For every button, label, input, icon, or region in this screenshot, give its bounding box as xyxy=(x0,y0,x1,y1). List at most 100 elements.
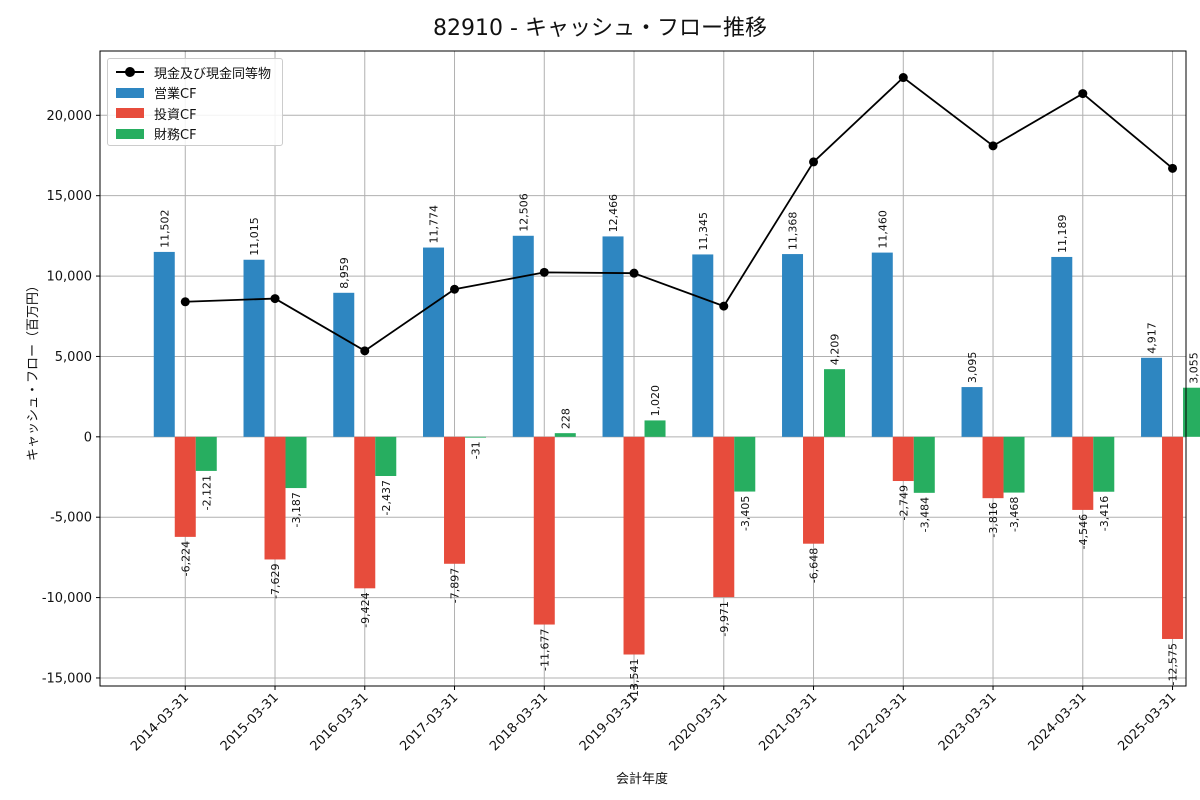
x-tick-label: 2017-03-31 xyxy=(397,690,461,754)
legend-swatch-financing xyxy=(116,128,144,139)
data-label: -3,416 xyxy=(1098,496,1111,531)
bar-1-5 xyxy=(623,436,645,655)
data-label: -13,541 xyxy=(628,659,641,701)
x-tick-label: 2015-03-31 xyxy=(218,690,282,754)
data-label: 3,055 xyxy=(1188,352,1200,384)
x-tick-label: 2024-03-31 xyxy=(1026,690,1090,754)
data-label: -3,816 xyxy=(987,502,1000,537)
bar-0-9 xyxy=(961,387,983,437)
bar-2-8 xyxy=(913,436,935,493)
bar-0-7 xyxy=(782,254,804,437)
bar-2-7 xyxy=(824,369,846,437)
x-tick-label: 2014-03-31 xyxy=(128,690,192,754)
y-axis-label: キャッシュ・フロー（百万円） xyxy=(26,279,41,462)
bar-2-11 xyxy=(1183,387,1200,437)
legend-swatch-operating xyxy=(116,87,144,98)
bar-0-8 xyxy=(871,252,893,437)
data-label: 1,020 xyxy=(649,385,662,417)
cash-point xyxy=(360,346,370,356)
legend-label-investing: 投資CF xyxy=(154,107,197,123)
legend-line-marker-icon xyxy=(116,67,144,78)
x-tick-label: 2023-03-31 xyxy=(936,690,1000,754)
data-label: -7,897 xyxy=(449,568,462,603)
x-axis-label: 会計年度 xyxy=(615,772,668,787)
bar-2-10 xyxy=(1093,436,1115,492)
bar-1-4 xyxy=(533,436,555,625)
cash-line xyxy=(185,76,1174,352)
data-label: -3,468 xyxy=(1008,497,1021,532)
bar-2-0 xyxy=(195,436,217,471)
data-label: -6,648 xyxy=(808,548,821,583)
bar-2-9 xyxy=(1003,436,1025,493)
bar-1-2 xyxy=(354,436,376,589)
bar-0-4 xyxy=(512,235,534,437)
bar-0-10 xyxy=(1051,256,1073,437)
bar-2-2 xyxy=(375,436,397,476)
bar-1-1 xyxy=(264,436,286,560)
bar-0-11 xyxy=(1141,357,1163,437)
cash-point xyxy=(270,294,280,304)
bar-1-10 xyxy=(1072,436,1094,510)
chart-title: 82910 - キャッシュ・フロー推移 xyxy=(433,16,767,41)
bar-0-0 xyxy=(153,251,175,437)
y-tick-label: 20,000 xyxy=(47,109,93,124)
data-label: -3,187 xyxy=(290,492,303,527)
data-label: 11,345 xyxy=(697,212,710,251)
cash-point xyxy=(629,268,639,278)
bar-2-6 xyxy=(734,436,756,492)
data-label: -6,224 xyxy=(179,541,192,576)
data-label: 228 xyxy=(559,408,572,429)
data-label: 11,774 xyxy=(428,205,441,244)
data-label: 11,502 xyxy=(158,209,171,248)
cash-point xyxy=(898,73,908,83)
data-label: -9,971 xyxy=(718,601,731,636)
x-tick-label: 2021-03-31 xyxy=(756,690,820,754)
data-label: 11,015 xyxy=(248,217,261,256)
bar-0-2 xyxy=(333,292,355,437)
x-tick-label: 2019-03-31 xyxy=(577,690,641,754)
x-tick-label: 2018-03-31 xyxy=(487,690,551,754)
y-tick-label: 5,000 xyxy=(55,350,92,365)
data-label: -2,437 xyxy=(380,480,393,515)
data-label: -4,546 xyxy=(1077,514,1090,549)
legend: 現金及び現金同等物 営業CF 投資CF 財務CF xyxy=(107,58,283,146)
legend-label-cash: 現金及び現金同等物 xyxy=(154,66,272,82)
y-tick-label: 10,000 xyxy=(47,270,93,285)
data-label: 11,460 xyxy=(876,210,889,249)
bar-2-1 xyxy=(285,436,307,489)
cash-point xyxy=(719,301,729,311)
legend-swatch-investing xyxy=(116,108,144,119)
bar-1-3 xyxy=(444,436,466,564)
bar-0-1 xyxy=(243,259,265,437)
legend-label-financing: 財務CF xyxy=(154,128,197,144)
data-label: -3,484 xyxy=(918,497,931,532)
cash-point xyxy=(1078,89,1088,99)
legend-item-cash: 現金及び現金同等物 xyxy=(116,62,274,83)
data-label: -3,405 xyxy=(739,496,752,531)
cash-point xyxy=(1168,163,1178,173)
legend-label-operating: 営業CF xyxy=(154,87,197,103)
plot-frame xyxy=(99,50,1187,687)
bar-1-9 xyxy=(982,436,1004,499)
cash-point xyxy=(539,267,549,277)
y-tick-label: -10,000 xyxy=(42,591,92,606)
bar-1-0 xyxy=(174,436,196,537)
bar-1-8 xyxy=(892,436,914,482)
y-tick-label: 15,000 xyxy=(47,189,93,204)
data-label: 8,959 xyxy=(338,257,351,289)
data-label: -12,575 xyxy=(1167,643,1180,685)
legend-item-operating: 営業CF xyxy=(116,83,274,104)
data-label: -11,677 xyxy=(538,629,551,671)
data-label: -7,629 xyxy=(269,563,282,598)
data-label: 12,506 xyxy=(517,193,530,232)
y-tick-label: 0 xyxy=(84,430,92,445)
data-label: -2,121 xyxy=(200,475,213,510)
data-label: 12,466 xyxy=(607,194,620,233)
bar-0-3 xyxy=(423,247,445,437)
data-label: 11,368 xyxy=(787,212,800,251)
legend-item-financing: 財務CF xyxy=(116,124,274,145)
data-label: 4,209 xyxy=(829,334,842,366)
bar-2-5 xyxy=(644,420,666,437)
x-tick-label: 2025-03-31 xyxy=(1115,690,1179,754)
